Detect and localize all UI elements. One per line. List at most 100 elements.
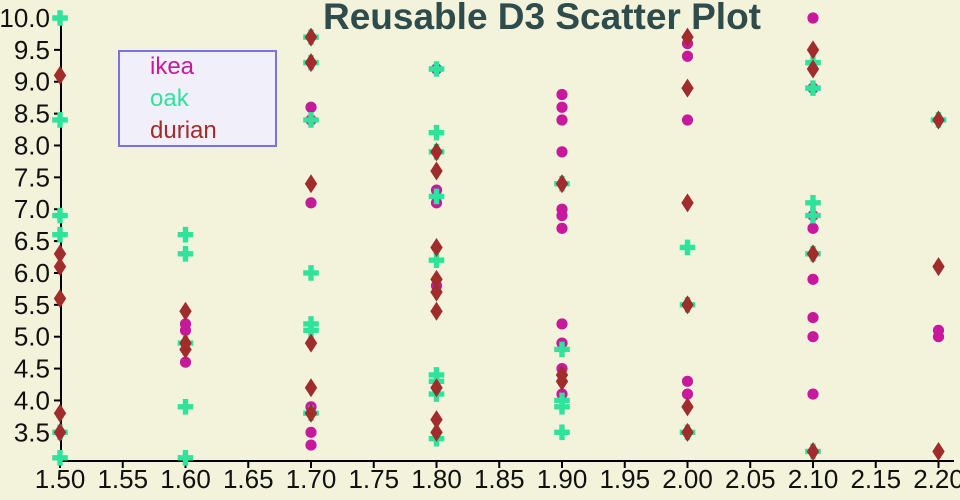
x-tick-label: 2.10 (788, 464, 839, 494)
y-tick-label: 10.0 (0, 3, 50, 33)
point-durian (806, 441, 820, 461)
point-ikea (305, 197, 317, 209)
point-durian (53, 244, 67, 264)
point-durian (179, 301, 192, 321)
point-durian (430, 161, 443, 181)
legend-item-oak: oak (150, 84, 275, 113)
x-tick-label: 1.70 (286, 464, 337, 494)
point-durian (53, 288, 67, 308)
point-durian (681, 295, 694, 315)
point-durian (304, 53, 318, 73)
point-oak (554, 399, 570, 415)
y-tick-label: 8.0 (14, 130, 50, 160)
legend-label-oak: oak (150, 85, 189, 112)
legend-label-ikea: ikea (150, 53, 195, 80)
point-oak (303, 112, 319, 128)
y-tick-label: 7.5 (14, 162, 50, 192)
point-durian (53, 422, 67, 442)
point-ikea (556, 114, 568, 126)
point-durian (681, 193, 694, 213)
point-oak (52, 10, 68, 26)
point-ikea (179, 356, 192, 368)
point-durian (681, 27, 694, 47)
y-tick-label: 9.5 (14, 35, 50, 65)
point-oak (303, 322, 319, 339)
point-durian (53, 65, 67, 85)
x-tick-label: 2.15 (850, 464, 901, 494)
legend: ikea oak durian (118, 50, 277, 147)
point-oak (805, 207, 821, 224)
point-oak (177, 246, 194, 262)
legend-item-durian: durian (150, 116, 275, 145)
point-durian (430, 410, 443, 430)
point-ikea (807, 331, 819, 343)
point-durian (304, 27, 318, 47)
point-oak (177, 399, 194, 415)
point-oak (805, 195, 821, 211)
point-oak (52, 450, 68, 466)
point-oak (52, 226, 68, 243)
y-tick-label: 8.5 (14, 99, 50, 129)
point-ikea (807, 311, 819, 324)
point-ikea (179, 324, 192, 336)
point-durian (932, 110, 945, 130)
point-ikea (556, 146, 568, 158)
x-tick-label: 2.20 (913, 464, 960, 494)
y-tick-label: 7.0 (14, 194, 50, 224)
point-durian (53, 257, 67, 277)
point-ikea (556, 209, 568, 222)
legend-item-ikea: ikea (150, 52, 275, 81)
x-tick-label: 1.85 (474, 464, 525, 494)
point-ikea (681, 114, 694, 126)
point-ikea (807, 273, 819, 285)
point-durian (430, 142, 443, 162)
point-durian (430, 422, 443, 442)
y-tick-label: 6.5 (14, 226, 50, 256)
point-oak (428, 61, 445, 77)
point-oak (177, 450, 194, 466)
point-ikea (556, 318, 568, 330)
point-ikea (681, 50, 694, 62)
point-durian (555, 174, 569, 194)
point-oak (428, 124, 445, 141)
y-tick-label: 4.0 (14, 385, 50, 415)
point-oak (554, 424, 570, 441)
point-durian (430, 237, 443, 257)
x-tick-label: 1.95 (599, 464, 650, 494)
point-ikea (807, 222, 819, 234)
y-tick-label: 9.0 (14, 67, 50, 97)
legend-label-durian: durian (150, 117, 217, 144)
point-durian (806, 244, 820, 264)
point-durian (430, 269, 443, 289)
point-ikea (556, 88, 568, 101)
point-ikea (807, 388, 819, 400)
point-durian (304, 333, 318, 353)
y-tick-label: 5.5 (14, 290, 50, 320)
point-durian (304, 378, 318, 398)
point-oak (428, 188, 445, 205)
point-ikea (932, 331, 945, 343)
x-tick-label: 1.55 (97, 464, 148, 494)
x-tick-label: 1.75 (348, 464, 399, 494)
point-durian (806, 59, 820, 79)
point-durian (304, 174, 318, 194)
point-ikea (681, 388, 694, 400)
point-durian (932, 441, 945, 461)
point-oak (554, 341, 570, 358)
point-oak (428, 252, 445, 269)
x-tick-label: 1.90 (537, 464, 588, 494)
y-tick-label: 4.5 (14, 354, 50, 384)
point-durian (53, 403, 67, 423)
chart-title: Reusable D3 Scatter Plot (323, 0, 761, 37)
point-durian (304, 403, 318, 423)
x-tick-label: 1.65 (223, 464, 274, 494)
x-tick-label: 1.80 (411, 464, 462, 494)
point-durian (681, 78, 694, 98)
x-tick-label: 2.00 (662, 464, 713, 494)
x-tick-label: 1.60 (160, 464, 211, 494)
point-oak (52, 112, 68, 128)
point-ikea (556, 101, 568, 113)
point-durian (806, 40, 820, 60)
point-durian (681, 397, 694, 417)
